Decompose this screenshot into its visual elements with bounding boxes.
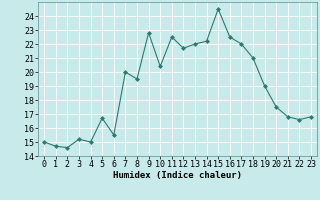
X-axis label: Humidex (Indice chaleur): Humidex (Indice chaleur) xyxy=(113,171,242,180)
